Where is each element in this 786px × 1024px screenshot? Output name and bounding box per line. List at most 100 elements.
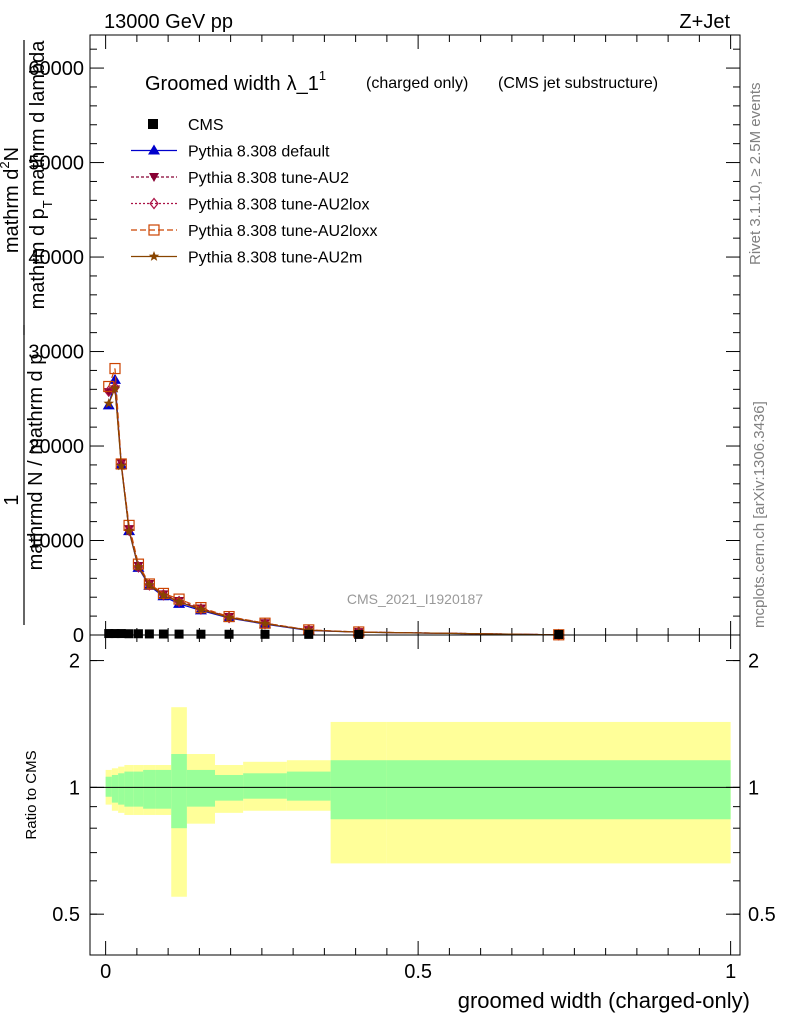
- title-main: Groomed width λ_11: [145, 68, 326, 95]
- header-left: 13000 GeV pp: [104, 11, 233, 33]
- series-line: [108, 388, 559, 636]
- cms-point: [110, 629, 120, 639]
- cms-point: [260, 629, 270, 639]
- cms-point: [304, 629, 314, 639]
- ratio-y-tick-label: 0.5: [52, 904, 80, 926]
- x-tick-label: 0.5: [404, 961, 432, 983]
- series-point: [195, 604, 207, 614]
- legend-label: Pythia 8.308 tune-AU2lox: [188, 197, 369, 214]
- title-paren-2: (CMS jet substructure): [498, 75, 658, 92]
- series-point: [173, 596, 185, 607]
- ratio-y-tick-label-right: 2: [748, 651, 759, 673]
- series-point: [143, 578, 155, 590]
- analysis-watermark: CMS_2021_I1920187: [347, 591, 483, 607]
- legend-marker: [149, 173, 159, 182]
- ratio-band-inner: [124, 771, 134, 807]
- cms-point: [354, 629, 364, 639]
- x-tick-label: 1: [725, 961, 736, 983]
- ratio-plot-frame: [89, 634, 741, 956]
- main-y-tick-label: 0: [73, 625, 84, 647]
- legend-label: CMS: [188, 117, 224, 134]
- ylabel-num2: mathrm d p: [27, 208, 49, 309]
- legend-marker: [148, 144, 160, 155]
- ylabel-num1-sup: 2: [0, 161, 12, 168]
- cms-point: [124, 629, 134, 639]
- title-sup: 1: [319, 68, 326, 83]
- series-point: [196, 603, 206, 615]
- ylabel-denominator: mathrmd N / mathrm d p: [25, 354, 47, 571]
- ratio-y-tick-label-right: 0.5: [748, 904, 776, 926]
- ratio-band-inner: [143, 769, 156, 809]
- series-point: [116, 460, 127, 471]
- ratio-bands: [105, 707, 731, 897]
- main-y-tick-label: 60000: [28, 58, 84, 80]
- legend-marker: [149, 197, 159, 210]
- ylabel-num2-rest: mathrm d lambda: [27, 40, 49, 196]
- plot-title: Groomed width λ_11 (charged only) (CMS je…: [145, 68, 658, 95]
- cms-data: [104, 629, 564, 639]
- x-tick-label: 0: [100, 961, 111, 983]
- main-y-tick-label: 10000: [28, 531, 84, 553]
- ratio-band-inner: [286, 771, 331, 801]
- series-point: [124, 524, 134, 537]
- series-point: [157, 587, 170, 600]
- series-point: [303, 624, 314, 635]
- cms-point: [133, 629, 143, 639]
- legend-marker: [148, 224, 160, 236]
- side-rivet-info: Rivet 3.1.10, ≥ 2.5M events: [747, 83, 764, 266]
- main-y-tick-label: 30000: [28, 342, 84, 364]
- ylabel-num1-n: N: [1, 147, 23, 161]
- ratio-band-inner: [105, 776, 112, 797]
- ratio-band-inner: [155, 769, 172, 809]
- series-point: [103, 385, 114, 398]
- series-point: [158, 589, 169, 600]
- x-axis-label: groomed width (charged-only): [458, 988, 750, 1013]
- cms-point: [224, 629, 234, 639]
- title-lambda: λ_1: [287, 73, 319, 95]
- main-y-axis-label: 1 mathrmd N / mathrm d p mathrm d2N math…: [0, 40, 55, 625]
- ratio-y-tick-label-right: 1: [748, 777, 759, 799]
- cms-point: [196, 629, 206, 639]
- series-line: [108, 379, 559, 636]
- ratio-plot: 0.5 0.5 1 1 2 2 0 0.5 1: [52, 635, 776, 983]
- series-line: [108, 368, 559, 636]
- main-y-tick-label: 50000: [28, 153, 84, 175]
- ratio-band-inner: [171, 754, 187, 829]
- legend-entry: Pythia 8.308 default: [131, 144, 330, 161]
- series-point: [223, 612, 235, 622]
- series-point: [103, 398, 114, 408]
- series-point: [103, 388, 114, 398]
- legend-label: Pythia 8.308 tune-AU2loxx: [188, 223, 377, 240]
- cms-point: [144, 629, 154, 639]
- ratio-band-inner: [118, 773, 125, 805]
- ratio-band-inner: [330, 760, 387, 820]
- ratio-band-inner: [243, 773, 287, 799]
- side-mcplots-info: mcplots.cern.ch [arXiv:1306.3436]: [751, 401, 768, 628]
- ratio-y-axis-label: Ratio to CMS: [23, 750, 40, 839]
- legend-marker: [148, 251, 160, 261]
- ratio-y-tick-label: 2: [69, 651, 80, 673]
- title-main-text: Groomed width: [145, 73, 281, 95]
- legend-swatch: [148, 119, 158, 129]
- ratio-band-inner: [111, 774, 119, 803]
- legend-entry: Pythia 8.308 tune-AU2m: [131, 250, 362, 267]
- ylabel-num1: mathrm d: [1, 169, 23, 253]
- legend-label: Pythia 8.308 tune-AU2: [188, 170, 349, 187]
- legend-entry: Pythia 8.308 tune-AU2loxx: [131, 223, 377, 240]
- ratio-y-tick-label: 1: [69, 777, 80, 799]
- legend-entry: Pythia 8.308 tune-AU2: [131, 170, 349, 187]
- series-point: [133, 561, 144, 572]
- series-point: [109, 382, 121, 393]
- ratio-band-inner: [186, 769, 215, 807]
- cms-point: [158, 629, 168, 639]
- cms-point: [174, 629, 184, 639]
- main-y-tick-label: 20000: [28, 436, 84, 458]
- ylabel-numerator-1: mathrm d2N: [0, 147, 23, 253]
- legend-entry: Pythia 8.308 tune-AU2lox: [131, 197, 369, 214]
- series-point: [144, 579, 155, 590]
- legend-entry: CMS: [148, 117, 224, 134]
- title-paren-1: (charged only): [366, 75, 468, 92]
- ratio-band-inner: [133, 771, 144, 807]
- series-point: [109, 362, 121, 375]
